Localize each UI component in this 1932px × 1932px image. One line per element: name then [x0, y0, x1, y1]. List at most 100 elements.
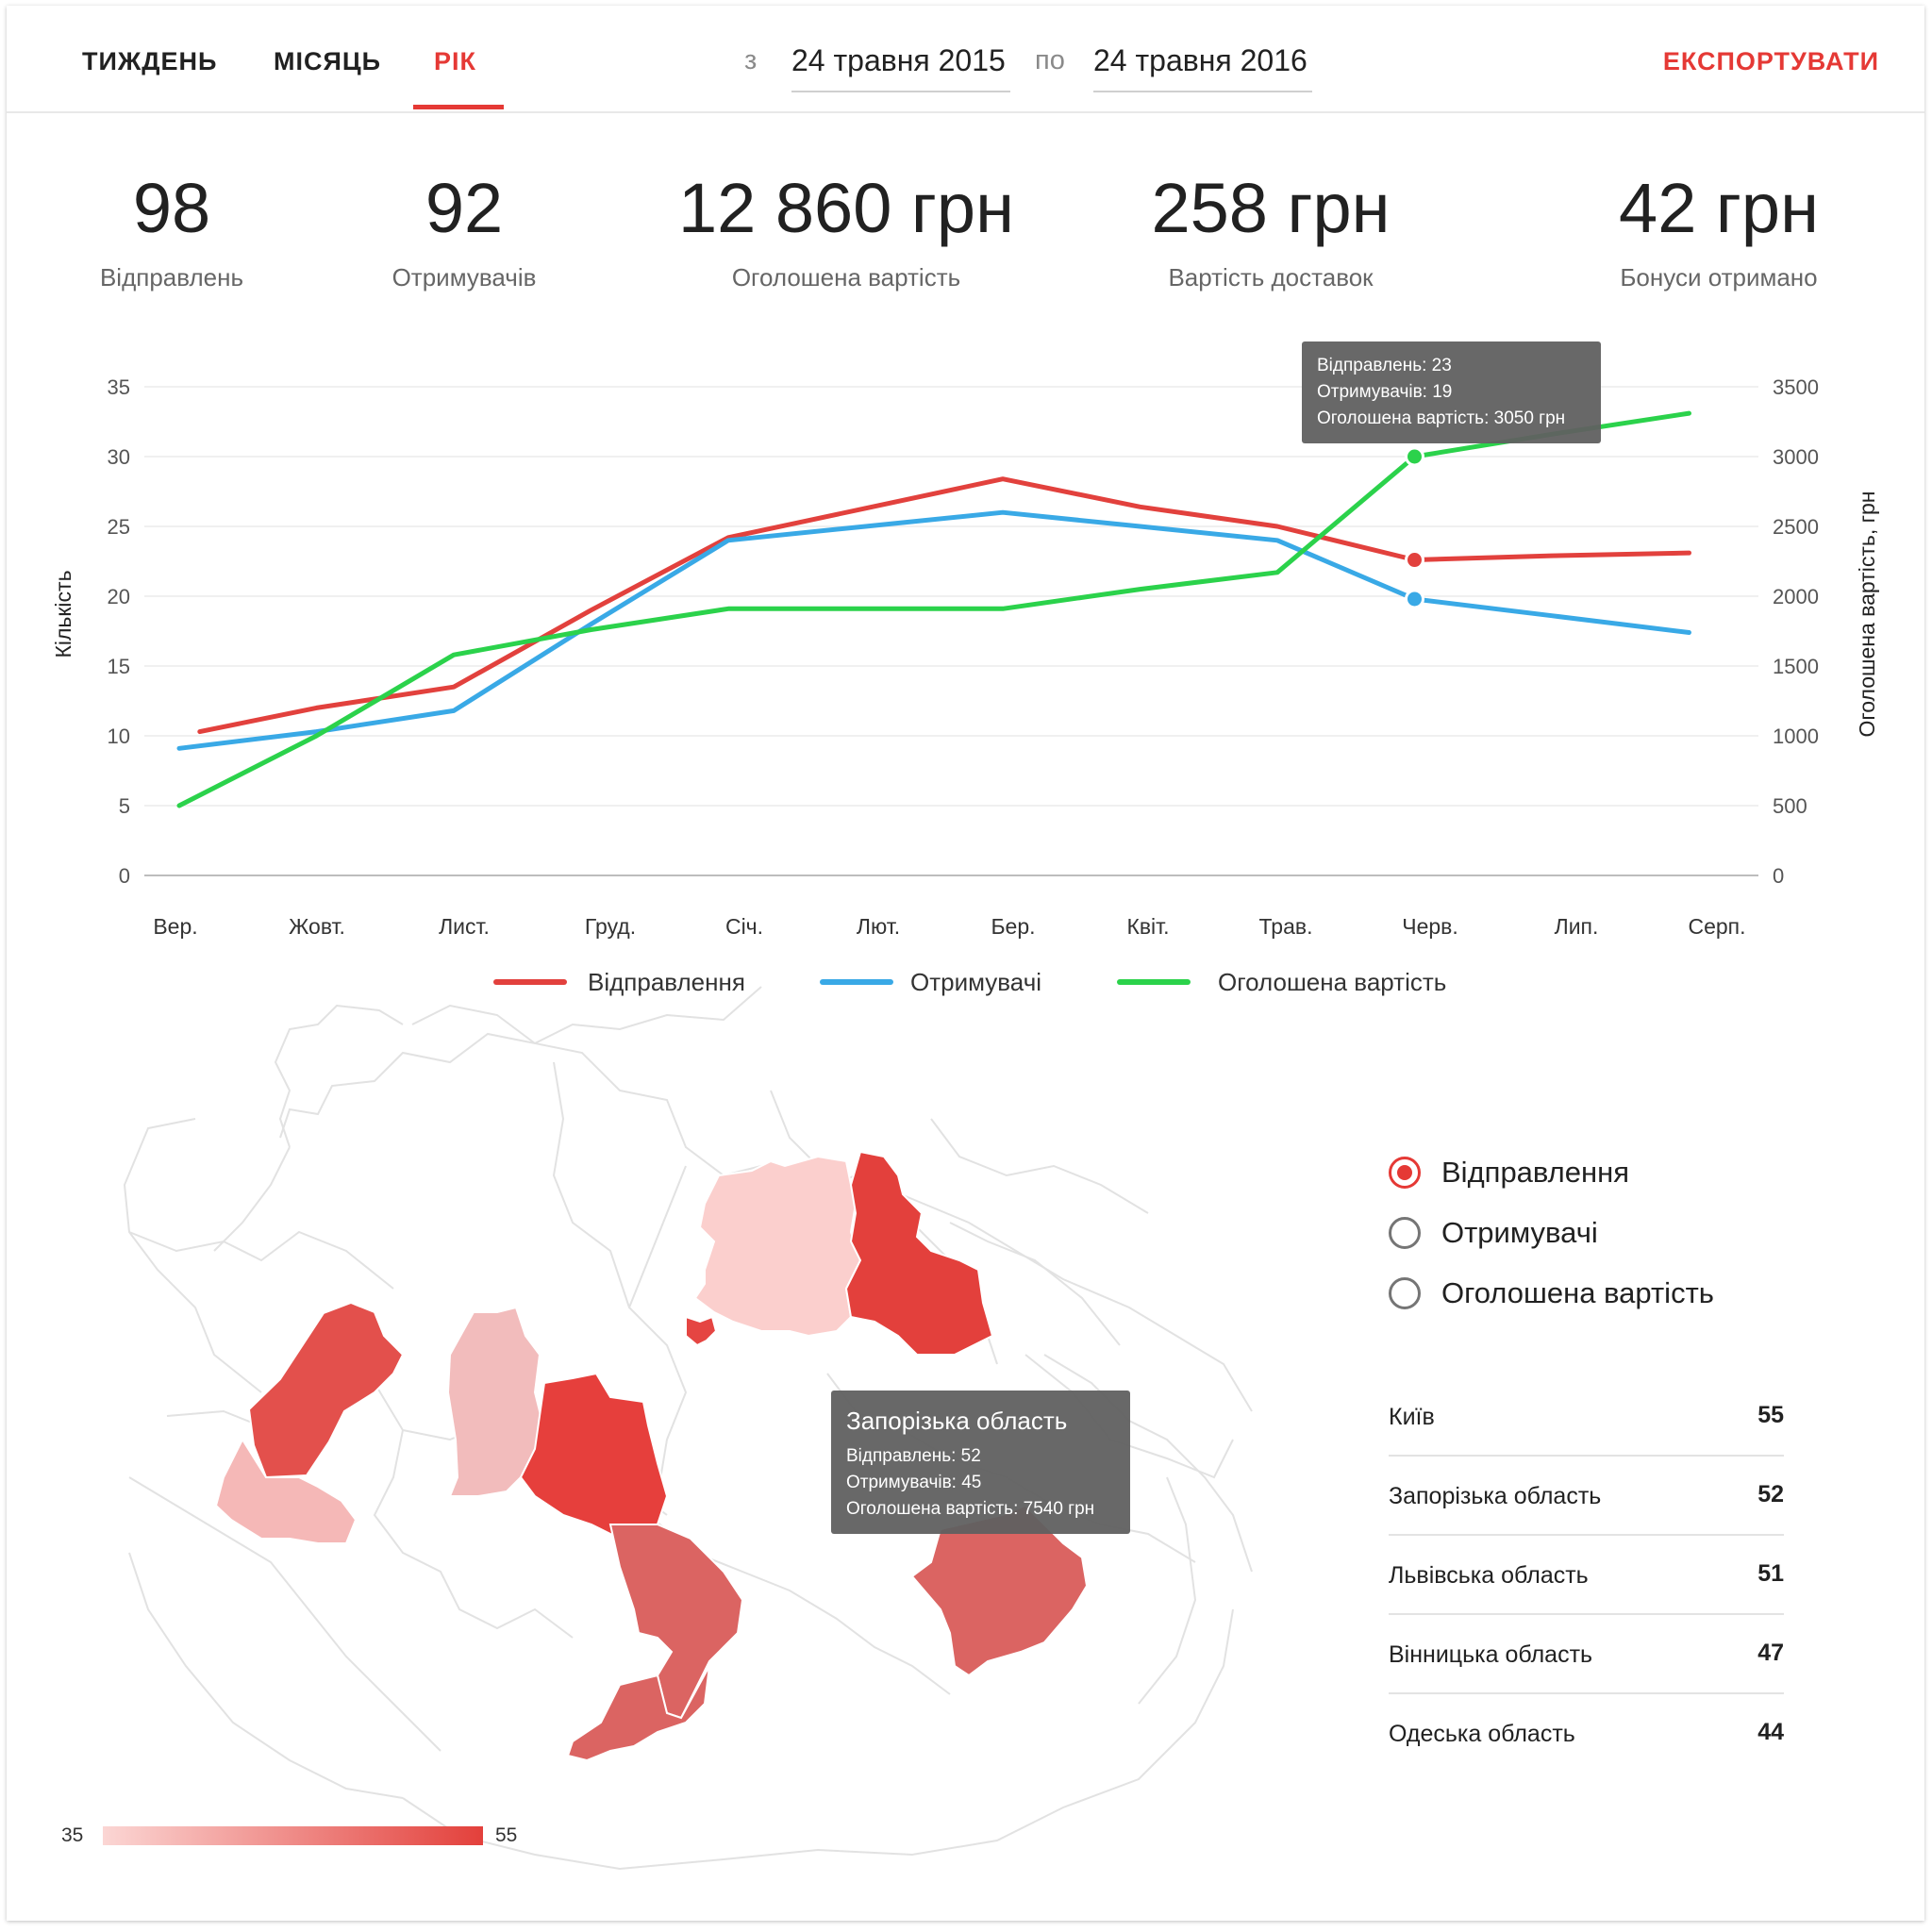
x-tick-label: Вер.	[153, 914, 197, 939]
y-right-tick-label: 3000	[1773, 445, 1819, 469]
y-right-tick-label: 2500	[1773, 515, 1819, 539]
list-item: Вінницька область 47	[1389, 1615, 1784, 1694]
active-tab-indicator	[413, 105, 504, 109]
stat-label: Бонуси отримано	[1620, 263, 1818, 291]
x-tick-label: Серп.	[1688, 914, 1745, 939]
radio-unchecked-icon[interactable]	[1389, 1277, 1421, 1309]
list-item: Запорізька область 52	[1389, 1457, 1784, 1536]
chart-series	[176, 410, 1691, 808]
region-volyn[interactable]	[247, 1301, 405, 1479]
tab-month[interactable]: МІСЯЦЬ	[274, 47, 382, 75]
stat-bonuses: 42 грн Бонуси отримано	[1573, 171, 1865, 292]
y-right-tick-label: 3500	[1773, 375, 1819, 399]
y-tick-label: 30	[108, 445, 130, 469]
color-scale-bar	[103, 1826, 483, 1845]
period-toolbar: ТИЖДЕНЬ МІСЯЦЬ РІК з 24 травня 2015 по 2…	[7, 6, 1924, 113]
stat-label: Отримувачів	[391, 263, 537, 291]
x-tick-label: Лют.	[857, 914, 900, 939]
legend-label: Відправлення	[588, 968, 745, 996]
region-map	[123, 986, 1253, 1871]
region-name: Вінницька область	[1389, 1641, 1593, 1668]
region-lviv-west[interactable]	[214, 1437, 358, 1544]
y-axis-right: 0 500 1000 1500 2000 2500 3000 3500	[1773, 375, 1819, 888]
region-value: 47	[1757, 1640, 1784, 1666]
series-line	[176, 410, 1691, 808]
date-from-field[interactable]: 24 травня 2015	[791, 40, 1010, 92]
radio-label: Відправлення	[1441, 1156, 1630, 1189]
tooltip-line: Відправлень: 23	[1317, 356, 1452, 375]
radio-checked-icon[interactable]	[1389, 1157, 1421, 1189]
x-tick-label: Квіт.	[1126, 914, 1169, 939]
scale-min-label: 35	[61, 1824, 84, 1846]
stat-value: 92	[425, 169, 504, 247]
tab-week[interactable]: ТИЖДЕНЬ	[82, 47, 218, 75]
radio-label: Оголошена вартість	[1441, 1276, 1714, 1309]
x-tick-label: Трав.	[1259, 914, 1313, 939]
x-tick-label: Бер.	[991, 914, 1035, 939]
chart-tooltip: Відправлень: 23 Отримувачів: 19 Оголошен…	[1302, 341, 1601, 443]
y-axis-right-title: Оголошена вартість, грн	[1855, 491, 1879, 737]
radio-unchecked-icon[interactable]	[1389, 1217, 1421, 1249]
chart-legend: Відправлення Отримувачі Оголошена вартість	[493, 968, 1446, 996]
region-value: 55	[1757, 1402, 1784, 1428]
radio-recipients[interactable]: Отримувачі	[1389, 1209, 1598, 1257]
tooltip-line: Оголошена вартість: 3050 грн	[1317, 408, 1566, 428]
stat-delivery-cost: 258 грн Вартість доставок	[1110, 171, 1431, 292]
export-button[interactable]: ЕКСПОРТУВАТИ	[1662, 47, 1879, 75]
region-kyiv[interactable]	[519, 1372, 669, 1541]
region-kyiv-city[interactable]	[685, 1315, 718, 1347]
x-tick-label: Жовт.	[289, 914, 345, 939]
stat-value: 98	[132, 169, 211, 247]
region-name: Запорізька область	[1389, 1483, 1602, 1509]
y-right-tick-label: 500	[1773, 794, 1807, 818]
radio-label: Отримувачі	[1441, 1216, 1598, 1249]
radio-declared-value[interactable]: Оголошена вартість	[1389, 1270, 1714, 1317]
stat-label: Вартість доставок	[1168, 263, 1374, 291]
region-chernihiv[interactable]	[693, 1155, 862, 1338]
dashboard-card: ТИЖДЕНЬ МІСЯЦЬ РІК з 24 травня 2015 по 2…	[7, 6, 1924, 1921]
y-tick-label: 10	[108, 724, 130, 748]
stat-declared-value: 12 860 грн Оголошена вартість	[648, 171, 1044, 292]
series-line	[176, 509, 1691, 751]
y-axis-left: 0 5 10 15 20 25 30 35	[108, 375, 130, 888]
radio-shipments[interactable]: Відправлення	[1389, 1149, 1629, 1196]
region-value: 44	[1757, 1719, 1784, 1745]
y-right-tick-label: 1000	[1773, 724, 1819, 748]
region-odesa[interactable]	[566, 1665, 710, 1762]
y-tick-label: 15	[108, 655, 130, 678]
series-point	[1405, 550, 1424, 571]
stat-recipients: 92 Отримувачів	[341, 171, 587, 292]
x-tick-label: Лист.	[439, 914, 490, 939]
x-tick-label: Лип.	[1555, 914, 1599, 939]
scale-max-label: 55	[495, 1824, 518, 1846]
stat-value: 42 грн	[1619, 169, 1819, 247]
list-item: Київ 55	[1389, 1377, 1784, 1457]
chart-grid	[144, 386, 1758, 876]
region-name: Львівська область	[1389, 1562, 1589, 1589]
y-tick-label: 0	[119, 864, 130, 888]
stat-shipments: 98 Відправлень	[49, 171, 294, 292]
stat-value: 12 860 грн	[678, 169, 1014, 247]
date-to-field[interactable]: 24 травня 2016	[1093, 40, 1312, 92]
y-right-tick-label: 2000	[1773, 585, 1819, 608]
range-from-label: з	[744, 45, 758, 75]
stat-label: Відправлень	[99, 263, 244, 291]
region-sumy[interactable]	[844, 1150, 994, 1356]
map-tooltip-title: Запорізька область	[846, 1407, 1068, 1435]
tab-year[interactable]: РІК	[434, 47, 476, 75]
map-tooltip: Запорізька область Відправлень: 52 Отрим…	[831, 1391, 1130, 1534]
tooltip-line: Отримувачів: 45	[846, 1473, 982, 1492]
tooltip-line: Відправлень: 52	[846, 1446, 981, 1466]
y-tick-label: 35	[108, 375, 130, 399]
line-chart: 0 5 10 15 20 25 30 35 0 500 1000 1500 2000 2500 3000 3…	[51, 375, 1879, 996]
tooltip-line: Оголошена вартість: 7540 грн	[846, 1499, 1095, 1519]
region-value: 51	[1757, 1560, 1784, 1587]
stat-value: 258 грн	[1151, 169, 1391, 247]
legend-label: Отримувачі	[910, 968, 1041, 996]
x-tick-label: Черв.	[1402, 914, 1458, 939]
series-point	[1405, 589, 1424, 609]
list-item: Одеська область 44	[1389, 1694, 1784, 1774]
series-line	[197, 476, 1691, 735]
region-value: 52	[1757, 1481, 1784, 1507]
y-right-tick-label: 1500	[1773, 655, 1819, 678]
